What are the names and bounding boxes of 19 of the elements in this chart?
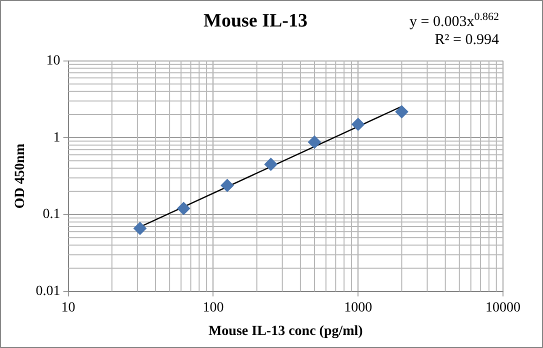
point — [395, 105, 408, 118]
x-axis-title: Mouse IL-13 conc (pg/ml) — [208, 324, 364, 340]
y-tick-label: 10 — [46, 53, 60, 68]
y-tick-label: 1 — [53, 130, 60, 146]
point — [177, 202, 190, 215]
point — [134, 222, 147, 235]
y-axis-title: OD 450nm — [13, 143, 28, 209]
y-tick-label: 0.1 — [42, 207, 60, 222]
x-tick-label: 1000 — [344, 300, 372, 316]
x-tick-label: 10000 — [486, 300, 520, 316]
point — [264, 158, 278, 171]
x-tick-label: 100 — [202, 300, 224, 316]
x-tick-label: 10 — [61, 300, 76, 316]
text: R² = 0.994 — [434, 32, 500, 48]
point — [308, 136, 321, 149]
point — [220, 178, 234, 192]
chart-title: Mouse IL-13 — [204, 10, 308, 32]
y-tick-label: 0.01 — [36, 284, 60, 300]
point — [352, 118, 365, 131]
